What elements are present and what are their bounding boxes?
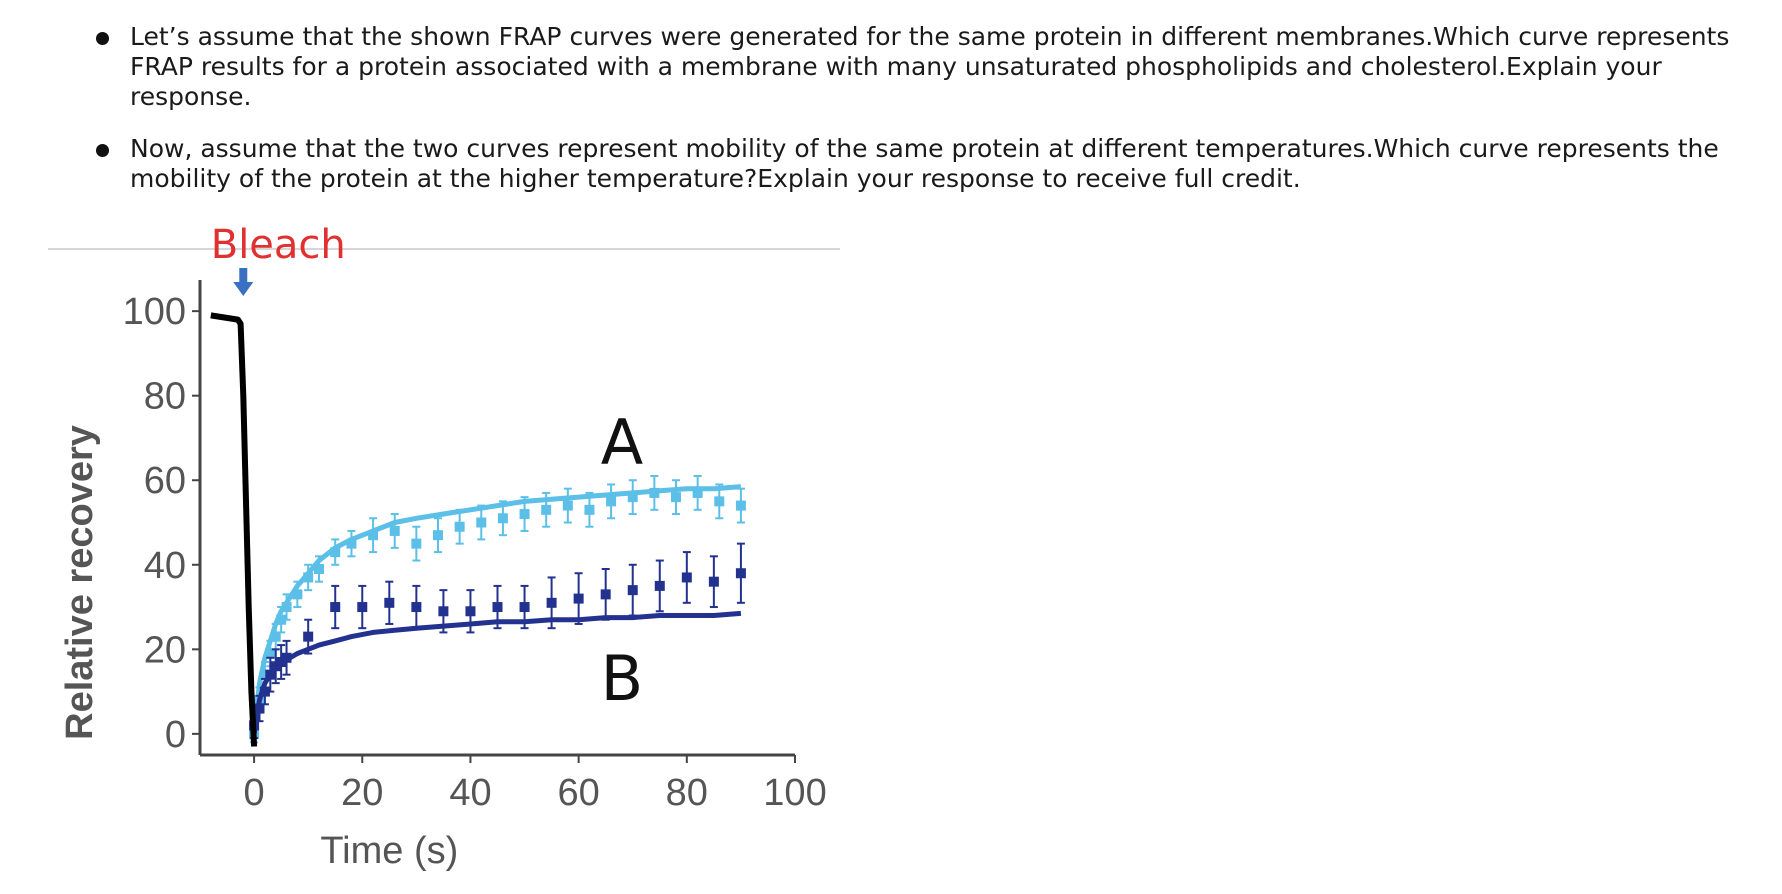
series-a-point [671,492,681,503]
series-b-point [411,602,422,613]
y-axis-title: Relative recovery [59,425,101,740]
series-b-point [735,568,746,579]
chart-frame [192,280,796,763]
series-b-point [708,576,719,587]
series-b-point [573,593,584,604]
series-b-point [259,686,270,697]
series-a-point [692,487,703,498]
y-tick-label: 0 [165,714,186,756]
series-a-label: A [601,405,643,478]
series-a-point [270,631,281,642]
series-b-point [627,585,638,596]
series-a-point [292,589,303,600]
series-a-point [497,513,508,524]
y-tick-label: 20 [144,629,186,671]
series-a-point [714,496,725,507]
series-a-point [584,504,595,515]
series-a-point [411,538,422,549]
bleach-arrow-icon [239,268,248,282]
series-a-point [454,521,465,532]
series-a-point [476,517,487,528]
series-b-point [438,606,449,617]
series-b-label: B [601,642,644,715]
series-b-point [492,602,503,613]
series-a-point [519,509,530,520]
question-2-text: Now, assume that the two curves represen… [130,134,1719,193]
chart-series [210,312,746,747]
question-1-text: Let’s assume that the shown FRAP curves … [130,22,1730,111]
question-item-1: Let’s assume that the shown FRAP curves … [88,22,1748,112]
series-b-point [384,597,395,608]
y-tick-label: 40 [144,545,186,587]
series-a-point [389,525,400,536]
question-list: Let’s assume that the shown FRAP curves … [88,22,1748,216]
bullet-icon [96,32,109,45]
series-a-point [265,648,276,659]
series-a-point [303,572,314,583]
series-a-point [368,530,379,541]
x-tick-label: 0 [244,772,265,814]
question-item-2: Now, assume that the two curves represen… [88,134,1748,194]
series-a-point [346,538,357,549]
series-a-point [735,500,746,511]
series-b-point [681,572,692,583]
series-b-point [357,602,368,613]
x-tick-label: 100 [763,772,826,814]
y-tick-label: 100 [123,291,186,333]
bullet-icon [96,144,109,157]
series-a-point [330,547,341,558]
bleach-arrow-head-icon [233,282,254,296]
x-tick-label: 40 [449,772,491,814]
x-tick-label: 20 [341,772,383,814]
series-a-fit-line [251,484,742,735]
series-a-point [314,564,324,574]
series-b-point [600,589,611,600]
series-b-point [519,602,530,613]
x-axis-title: Time (s) [320,830,458,872]
series-b-point [465,606,476,617]
series-b-point [330,602,341,613]
x-tick-label: 80 [666,772,708,814]
series-a-point [627,492,638,503]
series-a-point [541,504,552,515]
series-a-point [259,669,270,680]
series-b-point [546,597,557,608]
series-a-point [562,500,573,511]
prebleach-trace [210,312,258,747]
series-b-point [303,631,314,642]
series-b-fit-line [251,610,742,735]
chart-labels: 0 20 40 60 80 100 0 20 40 60 80 100 Time (s) Relative… [59,222,827,872]
x-tick-label: 60 [557,772,599,814]
y-tick-label: 80 [144,376,186,418]
series-a-point [276,614,287,625]
series-a-point [606,496,617,507]
bleach-label: Bleach [211,222,346,268]
series-b-point [654,580,665,591]
series-a-point [433,530,443,541]
y-tick-label: 60 [144,460,186,502]
